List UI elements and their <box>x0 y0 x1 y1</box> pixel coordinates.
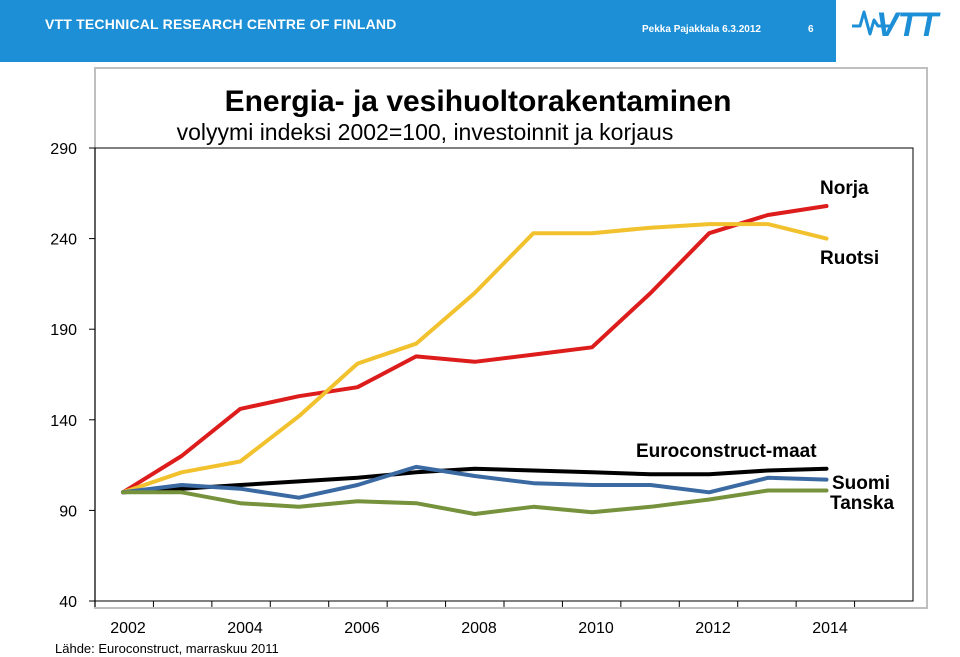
label-norja: Norja <box>820 178 869 199</box>
line-chart: Energia- ja vesihuoltorakentaminen volyy… <box>50 67 928 656</box>
source-note: Lähde: Euroconstruct, marraskuu 2011 <box>55 641 279 656</box>
series-group <box>121 204 829 516</box>
y-tick-label: 140 <box>50 413 77 430</box>
label-ruotsi: Ruotsi <box>820 248 879 269</box>
series-line-suomi <box>121 464 829 500</box>
x-tick-label: 2008 <box>461 620 497 637</box>
page-number: 6 <box>808 24 814 35</box>
series-line-norja <box>121 204 829 495</box>
logo-wave-icon <box>852 10 892 36</box>
logo-text: VTT <box>876 6 938 44</box>
chart-subtitle: volyymi indeksi 2002=100, investoinnit j… <box>177 119 674 145</box>
vtt-logo: VTT <box>836 0 960 62</box>
chart-title: Energia- ja vesihuoltorakentaminen <box>225 85 732 118</box>
y-axis: 40 90 140 190 240 290 <box>50 141 95 611</box>
y-tick-label: 40 <box>59 594 77 611</box>
series-line-ruotsi <box>121 222 829 495</box>
slide-header: VTT TECHNICAL RESEARCH CENTRE OF FINLAND… <box>0 0 960 62</box>
series-line-euroconstruct-maat <box>121 466 829 495</box>
chart-frame <box>94 67 928 609</box>
organization-name: VTT TECHNICAL RESEARCH CENTRE OF FINLAND <box>45 16 397 32</box>
series-line-tanska <box>121 488 829 516</box>
label-suomi: Suomi <box>832 473 890 494</box>
author-date: Pekka Pajakkala 6.3.2012 <box>642 24 761 35</box>
x-tick-label: 2012 <box>695 620 731 637</box>
x-tick-label: 2010 <box>578 620 614 637</box>
y-tick-label: 90 <box>59 503 77 520</box>
x-tick-label: 2004 <box>227 620 263 637</box>
x-tick-label: 2014 <box>812 620 848 637</box>
y-tick-label: 290 <box>50 141 77 158</box>
x-tick-label: 2006 <box>344 620 380 637</box>
plot-area <box>94 147 914 602</box>
x-axis: 2002 2004 2006 2008 2010 2012 2014 <box>94 601 856 637</box>
label-tanska: Tanska <box>830 493 895 514</box>
x-tick-label: 2002 <box>110 620 146 637</box>
label-euroconstruct: Euroconstruct-maat <box>636 441 817 462</box>
y-tick-label: 240 <box>50 232 77 249</box>
y-tick-label: 190 <box>50 322 77 339</box>
